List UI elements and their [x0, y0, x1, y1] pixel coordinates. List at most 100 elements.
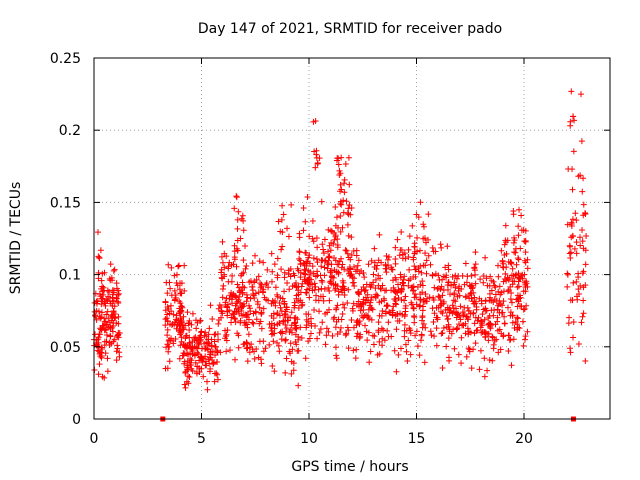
data-point — [443, 313, 450, 320]
data-point — [445, 279, 452, 286]
data-point — [458, 360, 465, 367]
data-point — [582, 358, 589, 365]
x-tick-label: 10 — [300, 431, 318, 447]
data-point — [313, 234, 320, 241]
data-point — [114, 345, 121, 352]
data-point — [455, 351, 462, 358]
data-point — [214, 359, 221, 366]
data-point — [495, 349, 502, 356]
data-point — [508, 289, 515, 296]
data-point — [310, 270, 317, 277]
data-point — [110, 267, 117, 274]
data-point — [389, 277, 396, 284]
data-point — [256, 258, 263, 265]
data-point — [224, 308, 231, 315]
data-point — [193, 325, 200, 332]
data-point — [202, 345, 209, 352]
data-point — [250, 290, 257, 297]
data-point — [233, 263, 240, 270]
data-point — [332, 281, 339, 288]
data-point — [568, 219, 575, 226]
data-point — [564, 271, 571, 278]
data-point — [257, 284, 264, 291]
data-point — [98, 314, 105, 321]
data-point — [575, 270, 582, 277]
data-point — [418, 331, 425, 338]
data-point — [395, 295, 402, 302]
data-point — [411, 263, 418, 270]
data-point — [281, 301, 288, 308]
data-point — [429, 244, 436, 251]
data-point — [353, 333, 360, 340]
data-point — [326, 306, 333, 313]
data-point — [438, 244, 445, 251]
data-point — [93, 300, 100, 307]
data-point — [507, 259, 514, 266]
x-tick-label: 0 — [90, 431, 99, 447]
data-point — [414, 343, 421, 350]
data-point — [573, 217, 580, 224]
data-point — [277, 304, 284, 311]
data-point — [110, 289, 117, 296]
data-point — [318, 263, 325, 270]
data-point — [248, 341, 255, 348]
data-point — [440, 273, 447, 280]
data-point — [272, 284, 279, 291]
data-point — [370, 271, 377, 278]
data-point — [186, 320, 193, 327]
data-point — [577, 91, 584, 98]
data-point — [345, 232, 352, 239]
data-point — [488, 287, 495, 294]
data-point — [367, 297, 374, 304]
data-point — [580, 201, 587, 208]
data-point — [422, 324, 429, 331]
data-point — [182, 332, 189, 339]
data-point — [326, 279, 333, 286]
data-point — [241, 340, 248, 347]
data-point — [349, 305, 356, 312]
data-point — [349, 279, 356, 286]
data-point — [467, 329, 474, 336]
data-point — [356, 270, 363, 277]
data-point — [302, 267, 309, 274]
data-point — [283, 304, 290, 311]
data-point — [255, 273, 262, 280]
data-point — [277, 228, 284, 235]
data-point — [311, 307, 318, 314]
data-point — [300, 259, 307, 266]
data-point — [104, 297, 111, 304]
data-point — [514, 321, 521, 328]
data-point — [236, 293, 243, 300]
data-point — [520, 342, 527, 349]
data-point — [331, 314, 338, 321]
data-point — [450, 297, 457, 304]
data-point — [184, 350, 191, 357]
data-point — [266, 341, 273, 348]
data-point — [206, 325, 213, 332]
data-point — [297, 269, 304, 276]
data-point — [336, 167, 343, 174]
data-point — [260, 305, 267, 312]
data-point — [233, 309, 240, 316]
data-point — [307, 330, 314, 337]
data-point — [194, 363, 201, 370]
data-point — [491, 282, 498, 289]
data-point — [570, 279, 577, 286]
data-point — [389, 307, 396, 314]
data-point — [249, 260, 256, 267]
data-point — [484, 367, 491, 374]
data-point — [210, 360, 217, 367]
data-point — [447, 307, 454, 314]
data-point — [419, 282, 426, 289]
data-point — [333, 268, 340, 275]
data-point — [363, 281, 370, 288]
data-point — [384, 256, 391, 263]
data-point — [185, 373, 192, 380]
data-point — [453, 314, 460, 321]
data-point — [251, 355, 258, 362]
data-point — [480, 329, 487, 336]
data-point — [92, 312, 99, 319]
data-point — [522, 333, 529, 340]
data-point — [438, 300, 445, 307]
data-point — [235, 208, 242, 215]
